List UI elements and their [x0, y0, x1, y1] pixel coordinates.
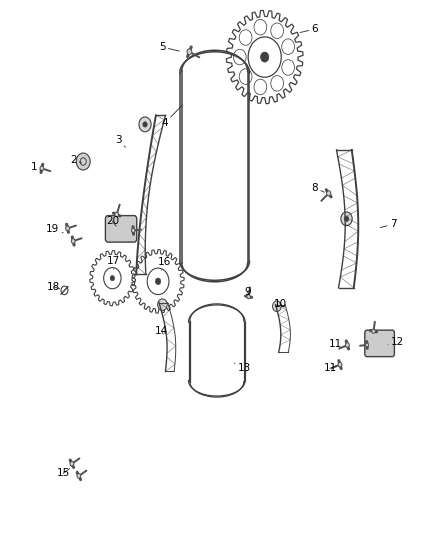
Text: 14: 14 [155, 326, 168, 336]
Circle shape [115, 212, 119, 217]
Text: 8: 8 [311, 183, 325, 193]
Text: 20: 20 [106, 216, 119, 227]
Circle shape [110, 276, 115, 281]
Circle shape [143, 122, 147, 127]
Text: 18: 18 [47, 281, 60, 292]
Text: 13: 13 [234, 363, 251, 373]
Circle shape [40, 166, 44, 171]
Text: 1: 1 [31, 162, 42, 172]
Circle shape [187, 49, 192, 55]
Text: 4: 4 [161, 105, 182, 128]
Text: 11: 11 [323, 364, 337, 373]
Text: 16: 16 [158, 257, 171, 270]
Text: 19: 19 [46, 224, 63, 235]
Text: 12: 12 [388, 337, 404, 347]
FancyBboxPatch shape [365, 330, 394, 357]
Text: 10: 10 [273, 298, 286, 309]
Text: 6: 6 [300, 24, 318, 34]
Circle shape [346, 343, 350, 348]
Text: 11: 11 [329, 340, 345, 350]
Circle shape [247, 295, 251, 299]
FancyBboxPatch shape [106, 216, 137, 242]
Circle shape [66, 226, 70, 231]
Circle shape [338, 362, 342, 367]
Text: 7: 7 [381, 219, 396, 229]
Circle shape [272, 301, 281, 312]
Circle shape [372, 329, 375, 333]
Text: 2: 2 [70, 156, 81, 165]
Circle shape [261, 52, 269, 62]
Text: 5: 5 [159, 42, 179, 52]
Circle shape [158, 299, 167, 311]
Circle shape [71, 239, 75, 244]
Circle shape [77, 474, 81, 478]
Text: 15: 15 [57, 469, 70, 478]
Circle shape [131, 228, 135, 232]
Circle shape [76, 153, 90, 170]
Circle shape [70, 462, 74, 466]
Circle shape [365, 343, 368, 347]
Circle shape [344, 216, 349, 221]
Circle shape [341, 212, 352, 225]
Circle shape [155, 278, 161, 285]
Circle shape [139, 117, 151, 132]
Circle shape [327, 191, 331, 196]
Text: 17: 17 [107, 256, 120, 269]
Text: 3: 3 [115, 135, 125, 147]
Text: 9: 9 [244, 287, 251, 297]
